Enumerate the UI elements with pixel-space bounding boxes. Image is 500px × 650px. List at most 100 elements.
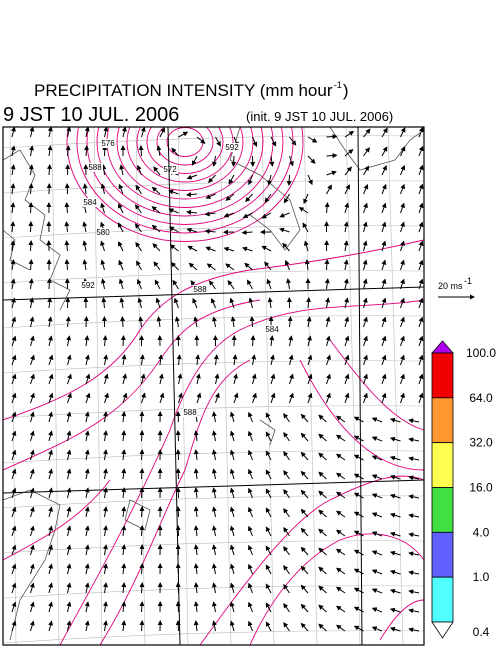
colorbar-under xyxy=(431,621,454,639)
wind-vector xyxy=(381,127,388,138)
wind-vector xyxy=(121,468,127,480)
wind-vector xyxy=(353,435,364,442)
wind-vector xyxy=(84,620,90,632)
wind-vector xyxy=(261,212,272,219)
wind-vector xyxy=(371,588,383,594)
wind-vector xyxy=(344,335,350,347)
wind-vector xyxy=(269,155,275,167)
wind-vector xyxy=(389,607,401,613)
wind-vector xyxy=(326,170,337,176)
wind-vector xyxy=(283,545,290,556)
wind-vector xyxy=(229,297,235,309)
frame-line xyxy=(2,286,425,301)
wind-vector xyxy=(242,212,253,218)
wind-vector xyxy=(400,127,406,138)
wind-vector xyxy=(29,563,35,575)
wind-vector xyxy=(177,392,183,404)
wind-vector xyxy=(121,430,127,442)
wind-vector xyxy=(400,392,405,404)
wind-vector xyxy=(11,468,17,480)
wind-vector xyxy=(381,297,387,309)
wind-vector xyxy=(343,278,349,290)
wind-vector xyxy=(67,373,72,385)
wind-vector xyxy=(300,565,309,575)
wind-vector xyxy=(204,228,216,234)
wind-vector xyxy=(225,193,235,201)
contour-line xyxy=(3,299,261,471)
wind-vector xyxy=(102,544,108,556)
wind-vector xyxy=(353,492,364,499)
wind-vector xyxy=(28,164,34,176)
wind-vector xyxy=(46,164,52,176)
colorbar-label: 64.0 xyxy=(469,391,493,405)
wind-vector xyxy=(139,487,145,499)
wind-vector xyxy=(48,620,53,632)
contour-line xyxy=(3,239,424,421)
grid-line xyxy=(219,127,232,645)
wind-vector xyxy=(318,414,327,423)
wind-vector xyxy=(178,131,189,138)
wind-vector xyxy=(400,240,405,252)
wind-vector xyxy=(264,261,272,271)
wind-vector xyxy=(66,487,72,499)
title-close: ) xyxy=(343,81,349,100)
wind-vector xyxy=(326,354,331,366)
wind-vector xyxy=(153,261,161,271)
wind-vector xyxy=(335,491,346,499)
wind-vector xyxy=(100,259,106,271)
wind-vector xyxy=(229,506,235,518)
wind-vector xyxy=(408,418,420,424)
wind-vector xyxy=(270,373,276,385)
grid-line xyxy=(3,135,424,149)
wind-vector xyxy=(408,513,420,519)
wind-vector xyxy=(11,506,17,518)
wind-vector xyxy=(84,544,90,556)
wind-vector xyxy=(138,145,144,157)
wind-vector xyxy=(418,316,424,328)
wind-vector xyxy=(418,354,424,366)
wind-vector xyxy=(289,155,294,167)
wind-vector xyxy=(48,411,53,423)
wind-vector xyxy=(66,127,72,138)
grid-line xyxy=(177,127,189,645)
wind-vector xyxy=(418,145,424,157)
wind-vector xyxy=(10,259,16,271)
wind-vector xyxy=(418,335,424,347)
wind-vector xyxy=(389,493,401,499)
wind-vector xyxy=(279,227,290,233)
colorbar-label: 32.0 xyxy=(469,436,493,450)
wind-vector xyxy=(400,202,405,214)
wind-vector xyxy=(344,184,350,195)
wind-vector xyxy=(418,297,424,309)
wind-vector xyxy=(11,487,17,499)
wind-vector xyxy=(326,373,331,385)
wind-vector xyxy=(211,468,217,480)
wind-vector xyxy=(344,392,350,404)
contour-label-bg xyxy=(83,198,98,207)
wind-vector xyxy=(193,316,199,328)
wind-vector xyxy=(300,546,309,556)
wind-vector xyxy=(28,278,34,290)
wind-vector xyxy=(11,430,17,442)
wind-vector xyxy=(326,184,332,195)
wind-vector xyxy=(48,563,53,575)
wind-vector xyxy=(66,544,72,556)
wind-vector xyxy=(247,487,253,499)
wind-vector xyxy=(48,601,53,613)
wind-vector xyxy=(66,468,72,480)
wind-vector xyxy=(82,240,88,252)
wind-vector xyxy=(381,278,387,290)
wind-vector xyxy=(175,411,181,423)
wind-vector xyxy=(265,507,272,518)
wind-vector xyxy=(48,373,54,385)
wind-vector xyxy=(400,221,405,233)
contour-line xyxy=(146,127,224,174)
wind-vector xyxy=(139,620,145,632)
wind-vector xyxy=(119,297,125,309)
wind-vector xyxy=(211,563,217,575)
wind-vector xyxy=(343,240,349,252)
wind-vector xyxy=(48,430,53,442)
wind-vector xyxy=(318,585,327,594)
wind-vector xyxy=(140,127,146,138)
wind-vector xyxy=(48,468,53,480)
